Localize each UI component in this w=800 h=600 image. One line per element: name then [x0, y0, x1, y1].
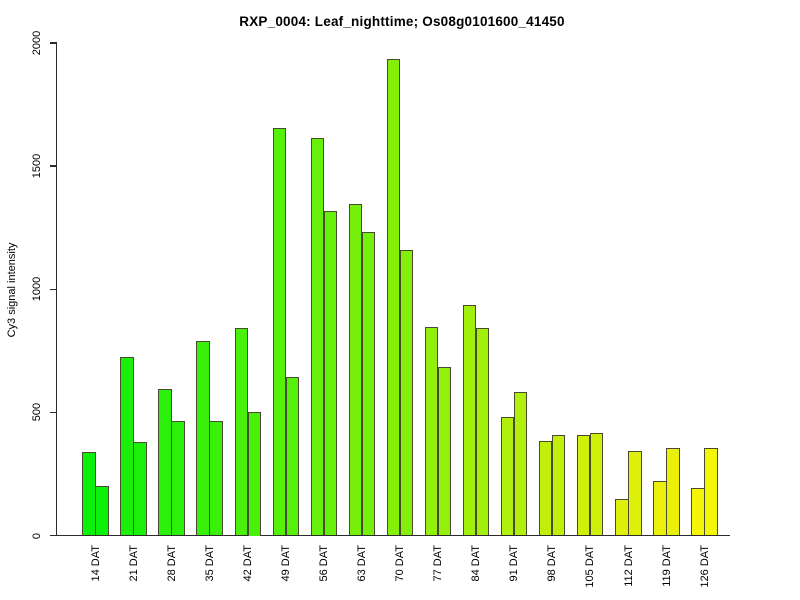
chart-title: RXP_0004: Leaf_nighttime; Os08g0101600_4… [239, 14, 565, 29]
x-category-label: 91 DAT [508, 545, 521, 582]
bar [666, 448, 680, 536]
bar [272, 127, 287, 536]
bar [171, 420, 185, 536]
x-category-label: 49 DAT [280, 545, 293, 582]
x-category-label: 112 DAT [622, 545, 635, 587]
x-category-label: 98 DAT [546, 545, 559, 582]
bar [615, 499, 629, 536]
bar [247, 412, 261, 536]
y-axis-tick [50, 288, 57, 290]
bar [323, 210, 338, 536]
x-category-label: 56 DAT [318, 545, 331, 582]
bar [399, 250, 414, 536]
bar [424, 326, 439, 536]
bar [437, 366, 452, 536]
y-axis-tick [50, 411, 57, 414]
x-category-label: 28 DAT [165, 545, 178, 582]
bar [691, 488, 705, 536]
bar [386, 59, 401, 536]
x-category-label: 105 DAT [584, 545, 597, 588]
bar [133, 441, 147, 536]
bar [234, 327, 248, 536]
y-tick-label: 1500 [31, 153, 43, 179]
x-category-label: 14 DAT [89, 545, 102, 582]
bar [348, 204, 363, 536]
x-category-label: 21 DAT [127, 545, 140, 582]
x-category-label: 77 DAT [432, 545, 445, 582]
y-tick-label: 0 [31, 532, 43, 539]
bar [628, 451, 642, 536]
bar [120, 357, 134, 536]
x-category-label: 35 DAT [203, 545, 216, 582]
bar [462, 304, 477, 536]
y-tick-label: 1000 [31, 277, 43, 302]
bar [310, 138, 325, 536]
y-axis-tick [50, 534, 57, 537]
y-axis-title: Cy3 signal intensity [6, 242, 18, 338]
x-axis-line [56, 535, 730, 537]
bar [158, 388, 172, 536]
bar [196, 340, 210, 536]
bar [285, 376, 300, 536]
y-tick-label: 2000 [31, 30, 43, 56]
x-category-label: 126 DAT [698, 545, 711, 588]
bar [500, 417, 515, 536]
y-tick-label: 500 [31, 403, 43, 422]
x-category-label: 119 DAT [660, 545, 673, 587]
bar [538, 440, 553, 536]
bar [576, 434, 591, 536]
x-category-label: 84 DAT [470, 545, 483, 582]
y-axis-tick [50, 165, 57, 167]
bar [361, 231, 376, 536]
y-axis-tick [50, 42, 57, 44]
bar [653, 480, 667, 536]
bar [589, 432, 604, 536]
x-category-label: 42 DAT [242, 545, 254, 582]
x-category-label: 63 DAT [356, 545, 369, 582]
bar [704, 447, 718, 536]
bar [209, 420, 223, 536]
x-category-label: 70 DAT [394, 545, 407, 582]
bar [82, 451, 96, 536]
bar [551, 435, 566, 536]
bar [95, 485, 109, 536]
bar [513, 391, 528, 536]
bar [475, 328, 490, 536]
